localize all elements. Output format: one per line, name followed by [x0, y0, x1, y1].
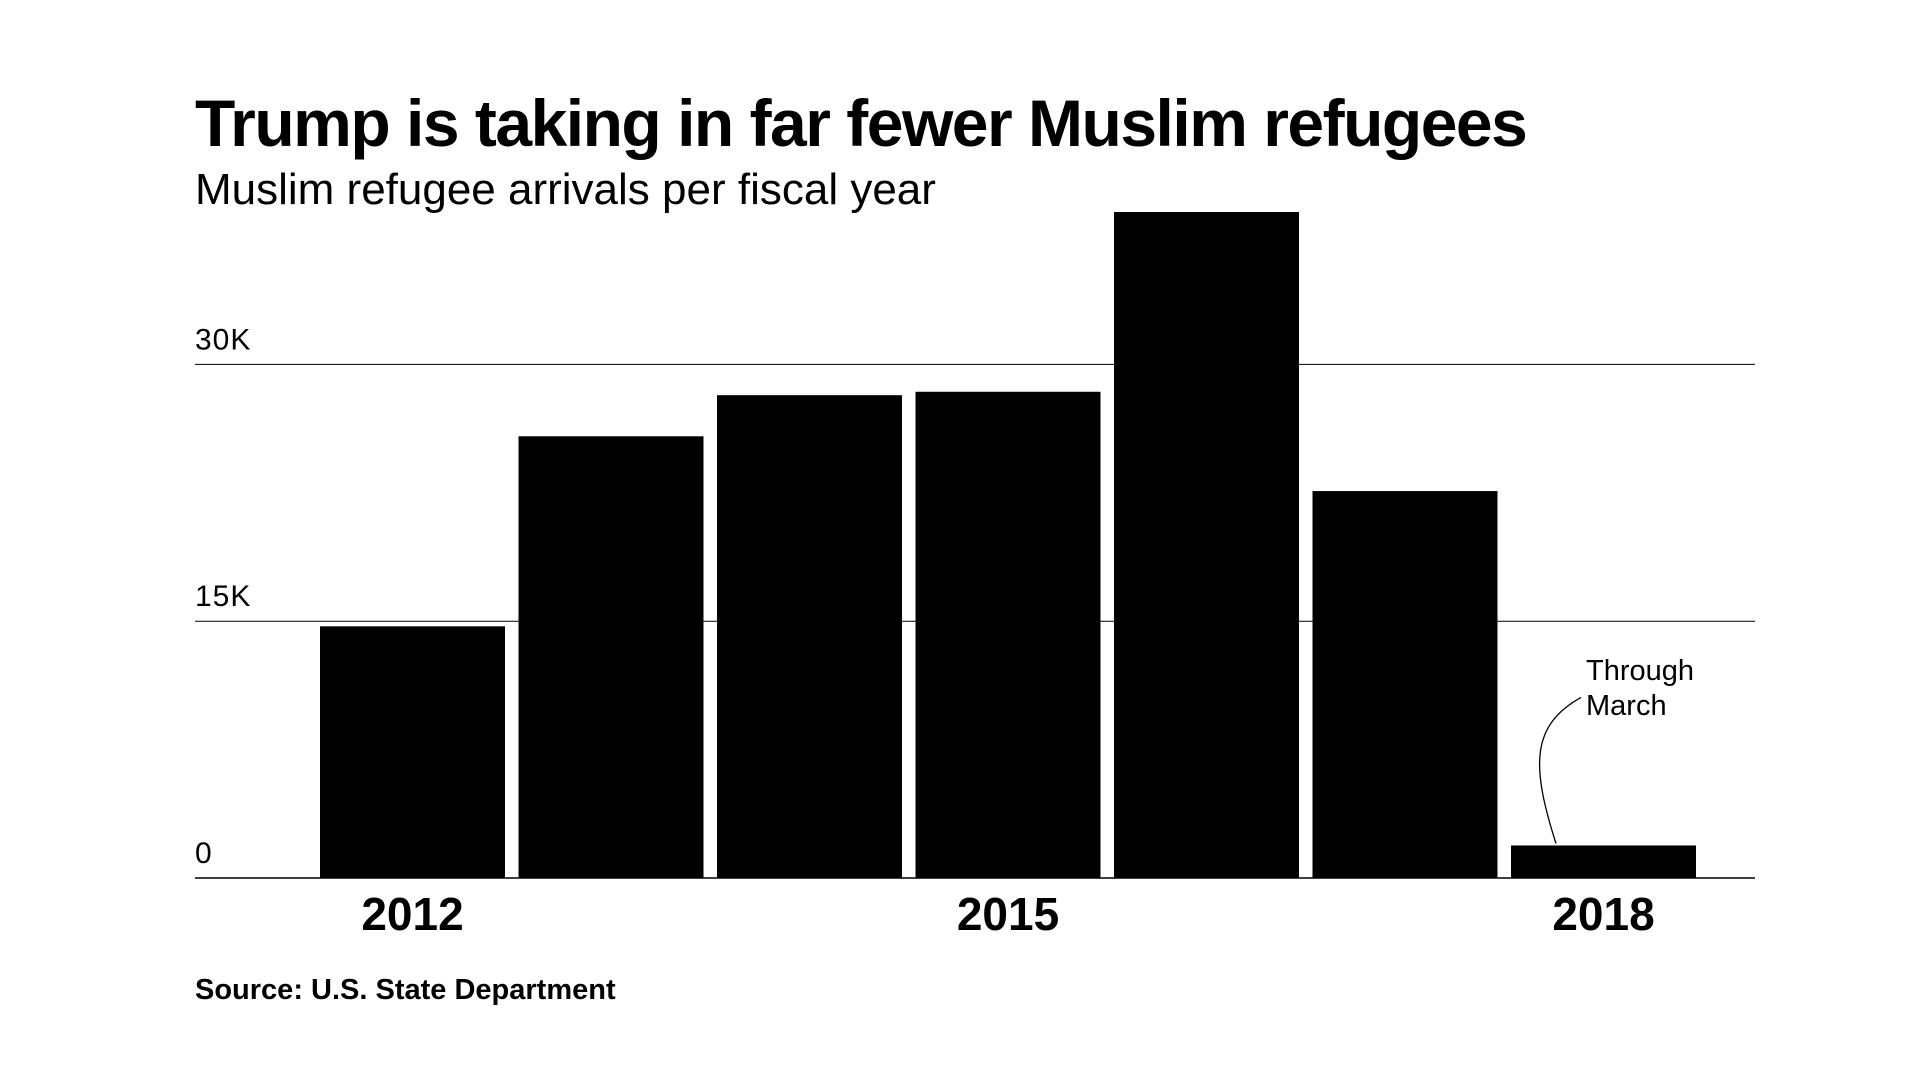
bar-2014: [717, 395, 902, 878]
annotation-text: Through: [1586, 655, 1694, 687]
y-tick-label: 30K: [195, 323, 251, 356]
x-tick-label: 2018: [1552, 888, 1654, 940]
bar-2017: [1312, 491, 1498, 878]
axis-labels: 0 15K 30K 2012 2015 2018: [195, 323, 1655, 940]
x-tick-label: 2012: [361, 888, 463, 940]
bar-2016: [1114, 212, 1299, 878]
source-note: Source: U.S. State Department: [195, 974, 616, 1006]
annotation-leader-line: [1538, 696, 1582, 844]
x-tick-label: 2015: [957, 888, 1059, 940]
chart-title: Trump is taking in far fewer Muslim refu…: [195, 86, 1528, 160]
y-tick-label: 0: [195, 837, 213, 870]
bar-2015: [915, 391, 1101, 878]
bars: [320, 212, 1696, 878]
bar-2013: [518, 436, 704, 878]
annotation-text: March: [1586, 690, 1667, 722]
chart-subtitle: Muslim refugee arrivals per fiscal year: [195, 165, 936, 214]
y-tick-label: 15K: [195, 580, 251, 613]
bar-2012: [320, 626, 505, 878]
bar-2018: [1511, 845, 1696, 878]
